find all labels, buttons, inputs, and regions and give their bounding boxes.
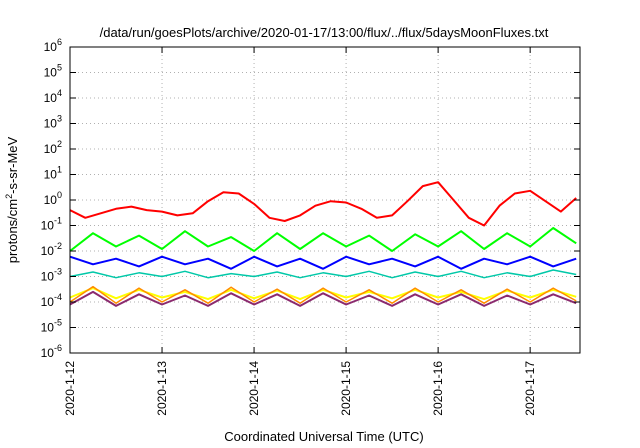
chart-title: /data/run/goesPlots/archive/2020-01-17/1… bbox=[100, 25, 549, 40]
x-axis-label: Coordinated Universal Time (UTC) bbox=[224, 429, 423, 444]
y-tick-label-exp: -1 bbox=[54, 216, 62, 226]
series-line bbox=[69, 290, 577, 307]
y-tick-label: 104 bbox=[44, 88, 62, 105]
y-tick-label-base: 10 bbox=[44, 117, 58, 131]
series-group bbox=[69, 181, 577, 307]
series-line bbox=[69, 285, 577, 304]
x-tick-label: 2020-1-16 bbox=[431, 361, 445, 416]
y-tick-label-base: 10 bbox=[44, 168, 58, 182]
x-tick-label: 2020-1-13 bbox=[155, 361, 169, 416]
y-tick-label-base: 10 bbox=[41, 244, 55, 258]
y-tick-label-exp: 0 bbox=[57, 190, 62, 200]
series-line bbox=[69, 255, 577, 270]
x-tick-label: 2020-1-14 bbox=[247, 361, 261, 416]
y-tick-label-base: 10 bbox=[44, 193, 58, 207]
y-tick-label-exp: -3 bbox=[54, 267, 62, 277]
y-tick-label-base: 10 bbox=[41, 219, 55, 233]
y-tick-label-exp: 2 bbox=[57, 139, 62, 149]
series-line bbox=[69, 227, 577, 252]
y-tick-label: 106 bbox=[44, 37, 62, 54]
y-tick-label-exp: -2 bbox=[54, 241, 62, 251]
series-line bbox=[69, 269, 577, 279]
y-tick-label-base: 10 bbox=[41, 321, 55, 335]
y-tick-label: 10-1 bbox=[41, 216, 62, 233]
y-axis-label-sup: 2 bbox=[4, 194, 14, 199]
y-tick-label: 10-2 bbox=[41, 241, 62, 258]
y-tick-label-base: 10 bbox=[44, 66, 58, 80]
y-tick-label-exp: 3 bbox=[57, 114, 62, 124]
y-tick-label-base: 10 bbox=[44, 91, 58, 105]
y-tick-label: 10-6 bbox=[41, 343, 62, 360]
y-tick-label: 10-3 bbox=[41, 267, 62, 284]
x-tick-label: 2020-1-15 bbox=[339, 361, 353, 416]
y-tick-label: 102 bbox=[44, 139, 62, 156]
y-tick-label-exp: -6 bbox=[54, 343, 62, 353]
y-axis-label-base: protons/cm bbox=[5, 199, 20, 263]
y-tick-label-exp: -5 bbox=[54, 318, 62, 328]
y-tick-label-exp: 4 bbox=[57, 88, 62, 98]
y-tick-label: 103 bbox=[44, 114, 62, 131]
y-tick-label-base: 10 bbox=[41, 295, 55, 309]
y-tick-label-exp: 1 bbox=[57, 165, 62, 175]
y-tick-label-exp: -4 bbox=[54, 292, 62, 302]
y-tick-label: 10-4 bbox=[41, 292, 62, 309]
series-line bbox=[69, 287, 577, 301]
y-tick-label-base: 10 bbox=[44, 142, 58, 156]
y-tick-label-base: 10 bbox=[41, 346, 55, 360]
y-axis-label: protons/cm2-s-sr-MeV bbox=[4, 136, 20, 263]
y-tick-label: 10-5 bbox=[41, 318, 62, 335]
y-tick-label-exp: 5 bbox=[57, 63, 62, 73]
series-line bbox=[69, 181, 577, 227]
y-tick-label-base: 10 bbox=[44, 40, 58, 54]
x-tick-label: 2020-1-17 bbox=[523, 361, 537, 416]
plot-frame bbox=[69, 46, 581, 354]
y-tick-label: 101 bbox=[44, 165, 62, 182]
y-tick-label-exp: 6 bbox=[57, 37, 62, 47]
ticks: 10-610-510-410-310-210-11001011021031041… bbox=[41, 37, 580, 416]
y-axis-label-rest: -s-sr-MeV bbox=[5, 136, 20, 193]
x-tick-label: 2020-1-12 bbox=[63, 361, 77, 416]
y-tick-label-base: 10 bbox=[41, 270, 55, 284]
y-tick-label: 100 bbox=[44, 190, 62, 207]
y-tick-label: 105 bbox=[44, 63, 62, 80]
